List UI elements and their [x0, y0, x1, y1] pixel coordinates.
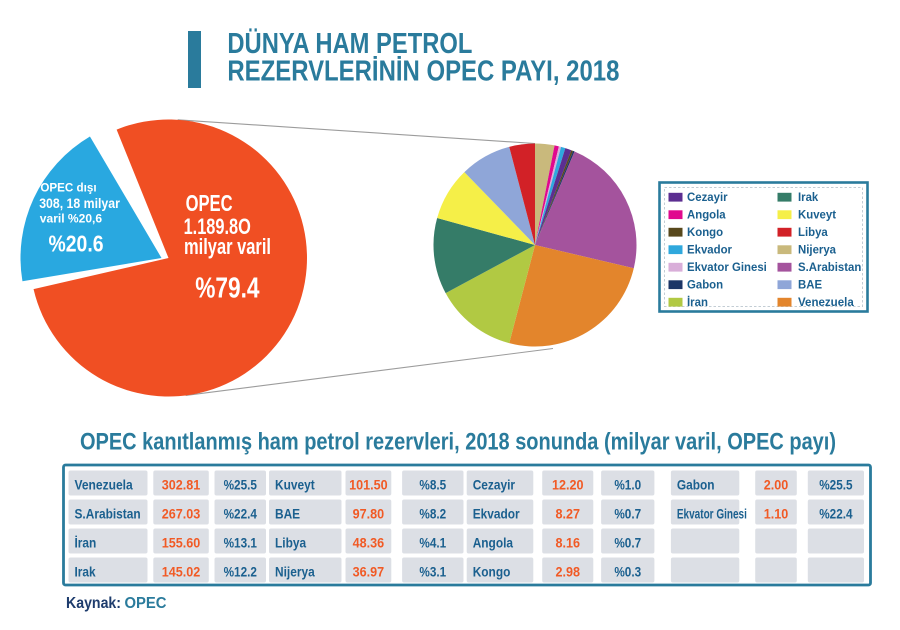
- svg-text:Kongo: Kongo: [473, 564, 511, 580]
- svg-text:İran: İran: [75, 535, 97, 551]
- svg-text:S.Arabistan: S.Arabistan: [798, 260, 861, 274]
- svg-text:267.03: 267.03: [162, 506, 201, 522]
- svg-text:%79.4: %79.4: [195, 272, 259, 304]
- svg-text:Irak: Irak: [798, 190, 819, 204]
- svg-text:milyar varil: milyar varil: [184, 234, 271, 259]
- svg-text:Ekvator Ginesi: Ekvator Ginesi: [677, 506, 747, 522]
- svg-text:OPEC kanıtlanmış ham petrol re: OPEC kanıtlanmış ham petrol rezervleri, …: [80, 429, 836, 456]
- svg-text:155.60: 155.60: [162, 535, 201, 551]
- svg-text:BAE: BAE: [275, 506, 300, 522]
- svg-text:Irak: Irak: [75, 564, 96, 580]
- svg-text:2.98: 2.98: [555, 564, 580, 580]
- svg-text:Kaynak:: Kaynak:: [66, 595, 121, 612]
- svg-text:%4.1: %4.1: [419, 535, 446, 551]
- svg-text:%8.2: %8.2: [419, 506, 446, 522]
- svg-text:Venezuela: Venezuela: [798, 295, 854, 309]
- svg-text:Nijerya: Nijerya: [798, 243, 836, 257]
- svg-text:DÜNYA HAM PETROL: DÜNYA HAM PETROL: [227, 27, 472, 60]
- svg-text:Libya: Libya: [275, 535, 306, 551]
- svg-text:%22.4: %22.4: [224, 506, 258, 522]
- svg-text:%8.5: %8.5: [419, 477, 446, 493]
- svg-text:8.27: 8.27: [555, 506, 580, 522]
- svg-text:Kuveyt: Kuveyt: [275, 477, 315, 493]
- svg-text:Kongo: Kongo: [687, 225, 723, 239]
- svg-text:%20.6: %20.6: [49, 231, 104, 257]
- svg-text:%25.5: %25.5: [819, 477, 853, 493]
- svg-text:Angola: Angola: [473, 535, 514, 551]
- svg-text:1.10: 1.10: [764, 506, 789, 522]
- svg-text:Nijerya: Nijerya: [275, 564, 315, 580]
- svg-text:Kuveyt: Kuveyt: [798, 208, 836, 222]
- svg-text:Ekvator Ginesi: Ekvator Ginesi: [687, 260, 767, 274]
- svg-text:%25.5: %25.5: [224, 477, 258, 493]
- svg-text:1.189.8O: 1.189.8O: [184, 214, 251, 239]
- svg-text:varil %20,6: varil %20,6: [40, 212, 102, 226]
- svg-text:%12.2: %12.2: [224, 564, 258, 580]
- svg-text:%13.1: %13.1: [224, 535, 258, 551]
- svg-text:%0.7: %0.7: [614, 506, 641, 522]
- svg-text:REZERVLERİNİN OPEC PAYI, 2018: REZERVLERİNİN OPEC PAYI, 2018: [227, 55, 619, 88]
- svg-text:Angola: Angola: [687, 208, 726, 222]
- svg-text:%1.0: %1.0: [614, 477, 641, 493]
- svg-text:36.97: 36.97: [353, 564, 385, 580]
- svg-text:Gabon: Gabon: [687, 278, 723, 292]
- svg-text:145.02: 145.02: [162, 564, 201, 580]
- svg-text:%3.1: %3.1: [419, 564, 446, 580]
- svg-text:302.81: 302.81: [162, 477, 201, 493]
- svg-text:%22.4: %22.4: [819, 506, 853, 522]
- svg-text:308, 18 milyar: 308, 18 milyar: [39, 195, 120, 211]
- svg-text:12.20: 12.20: [552, 477, 584, 493]
- svg-text:48.36: 48.36: [353, 535, 385, 551]
- svg-text:%0.7: %0.7: [614, 535, 641, 551]
- svg-text:Libya: Libya: [798, 225, 828, 239]
- svg-text:OPEC dışı: OPEC dışı: [40, 183, 96, 195]
- svg-text:OPEC: OPEC: [125, 595, 167, 612]
- svg-text:BAE: BAE: [798, 278, 822, 292]
- svg-text:%0.3: %0.3: [614, 564, 641, 580]
- svg-text:İran: İran: [687, 294, 708, 309]
- svg-text:Ekvador: Ekvador: [687, 243, 732, 257]
- svg-text:101.50: 101.50: [349, 477, 388, 493]
- svg-text:Cezayir: Cezayir: [473, 477, 516, 493]
- svg-text:2.00: 2.00: [764, 477, 789, 493]
- svg-text:OPEC: OPEC: [186, 190, 233, 216]
- svg-text:97.80: 97.80: [353, 506, 385, 522]
- svg-text:S.Arabistan: S.Arabistan: [75, 506, 141, 522]
- svg-text:8.16: 8.16: [555, 535, 580, 551]
- svg-text:Gabon: Gabon: [677, 477, 715, 493]
- svg-text:Venezuela: Venezuela: [75, 477, 133, 493]
- svg-text:Ekvador: Ekvador: [473, 506, 520, 522]
- svg-text:Cezayir: Cezayir: [687, 190, 728, 204]
